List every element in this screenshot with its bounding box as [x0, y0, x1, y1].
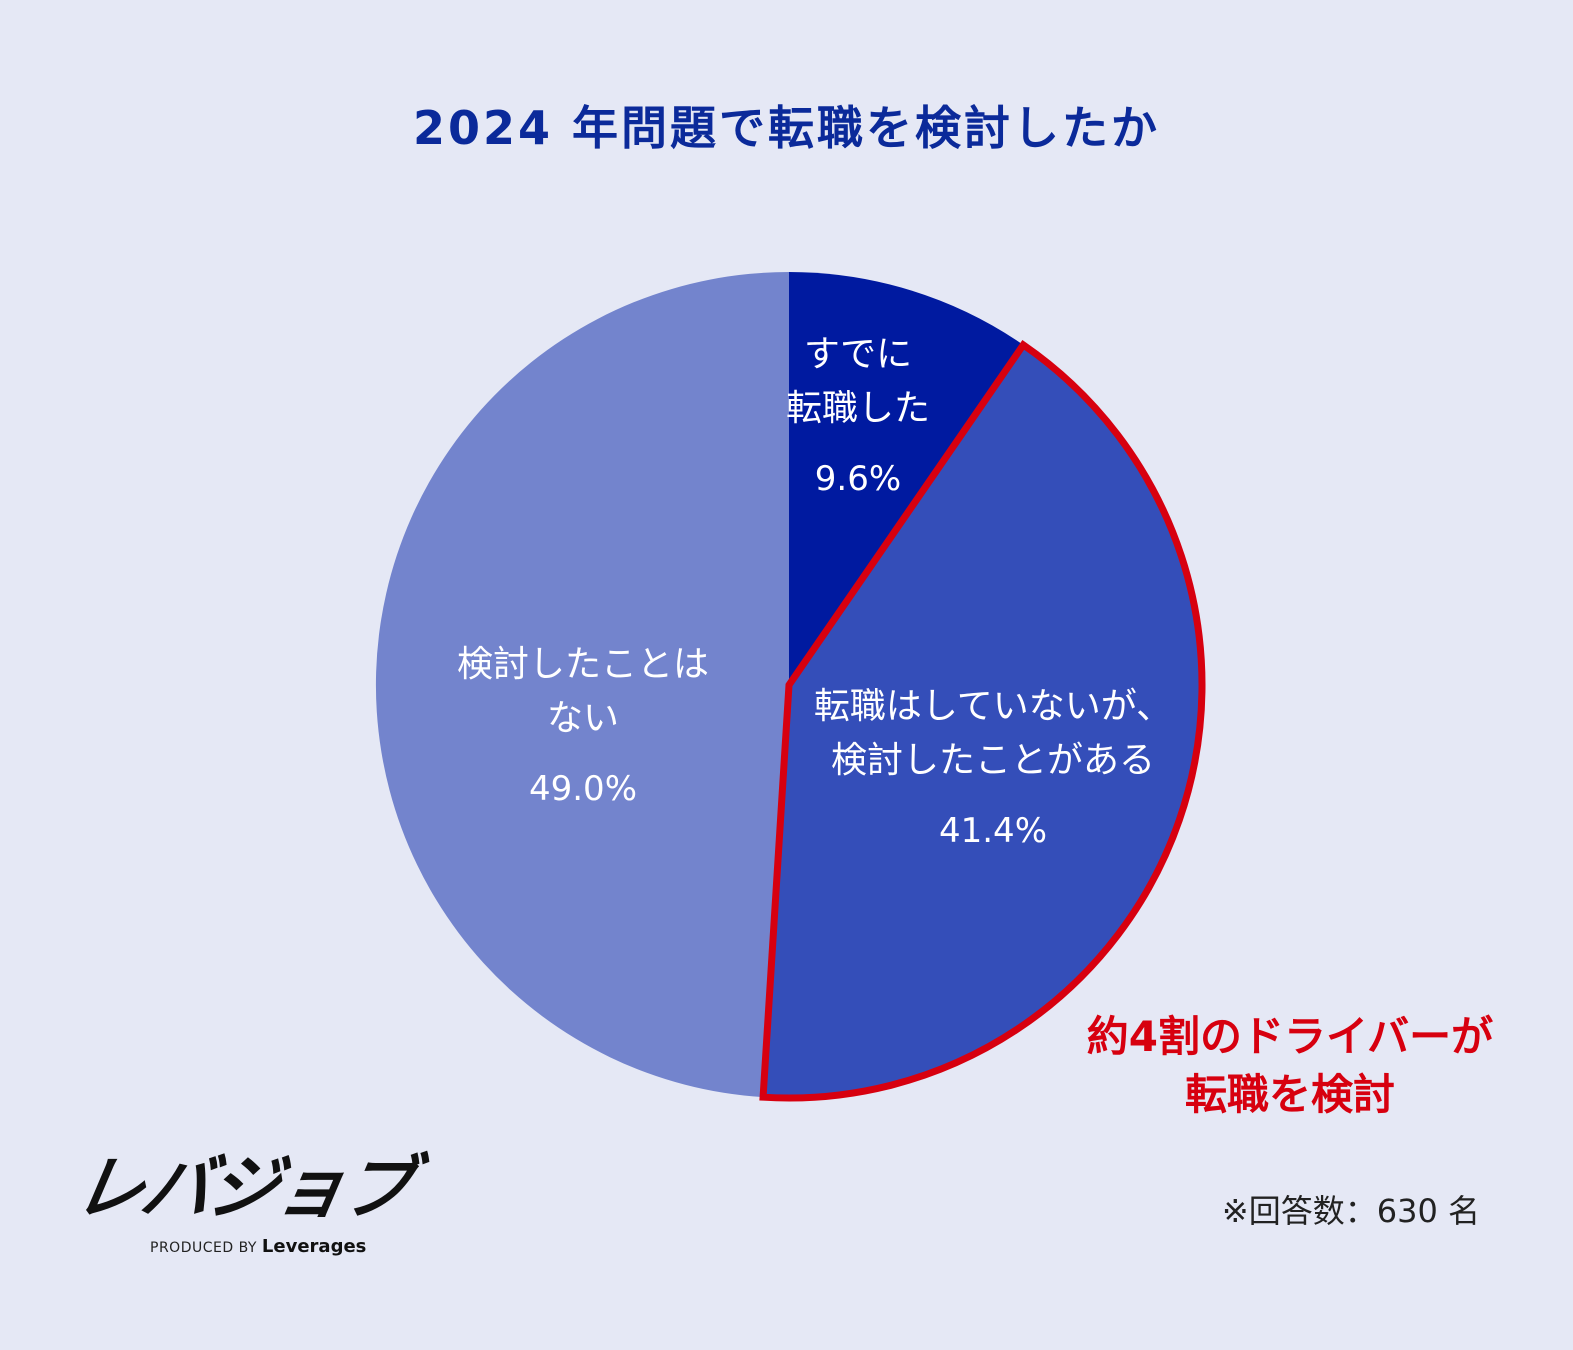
slice-1-label-line-1: すでに — [804, 334, 912, 375]
logo-brand: Leverages — [261, 1236, 367, 1257]
brand-logo: レバジョブ PRODUCED BY Leverages — [68, 1147, 417, 1257]
callout-annotation: 約4割のドライバーが 転職を検討 — [1040, 1008, 1540, 1124]
slice-3-value-label: 49.0% — [529, 769, 637, 809]
highlight-outline — [759, 340, 1206, 1102]
slice-2-label-line-1: 転職はしていないが、 — [814, 686, 1172, 727]
slice-3-label-line-2: ない — [547, 698, 619, 739]
slice-1-label-line-2: 転職した — [786, 388, 930, 429]
pie-slice-1 — [789, 272, 1024, 685]
chart-title: 2024 年問題で転職を検討したか — [412, 101, 1161, 155]
slice-3-label-line-1: 検討したことは — [457, 644, 709, 685]
logo-tagline: PRODUCED BY Leverages — [150, 1236, 408, 1257]
logo-produced-by: PRODUCED BY — [150, 1240, 257, 1256]
callout-line-2: 転職を検討 — [1184, 1070, 1395, 1119]
callout-line-1: 約4割のドライバーが — [1086, 1012, 1494, 1061]
slice-2-value-label: 41.4% — [939, 811, 1047, 851]
pie-slice-3 — [375, 272, 789, 1098]
respondent-count-note: ※回答数：630 名 — [1221, 1192, 1480, 1230]
slice-2-label-line-2: 検討したことがある — [831, 740, 1155, 781]
pie-slice-2 — [763, 344, 1203, 1099]
slice-1-value-label: 9.6% — [815, 459, 901, 499]
logo-wordmark: レバジョブ — [67, 1147, 418, 1229]
